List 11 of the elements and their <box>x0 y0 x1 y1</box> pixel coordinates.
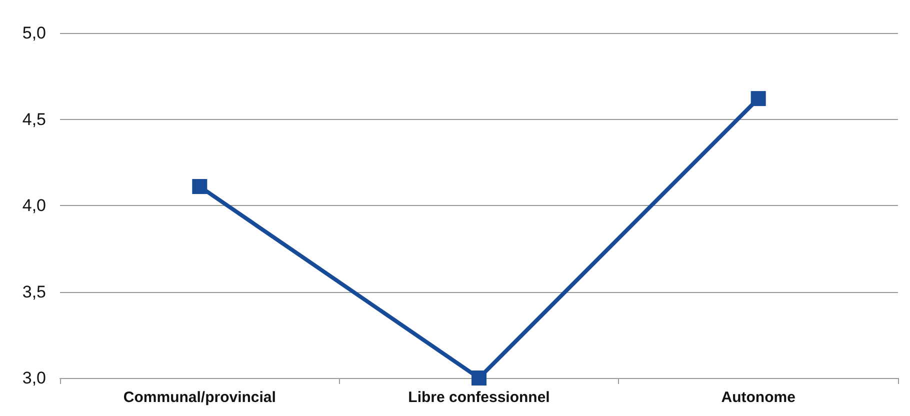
x-tick-label: Communal/provincial <box>123 389 276 406</box>
y-tick-label: 5,0 <box>22 24 46 42</box>
y-tick-label: 4,0 <box>22 196 46 215</box>
point <box>750 91 766 106</box>
x-tick-label: Libre confessionnel <box>408 389 550 406</box>
y-tick-label: 3,5 <box>22 282 46 302</box>
point <box>472 370 486 386</box>
point <box>192 179 208 194</box>
y-tick-label: 3,0 <box>22 368 46 388</box>
x-tick-label: Autonome <box>721 389 796 406</box>
y-tick-label: 4,5 <box>22 110 46 129</box>
